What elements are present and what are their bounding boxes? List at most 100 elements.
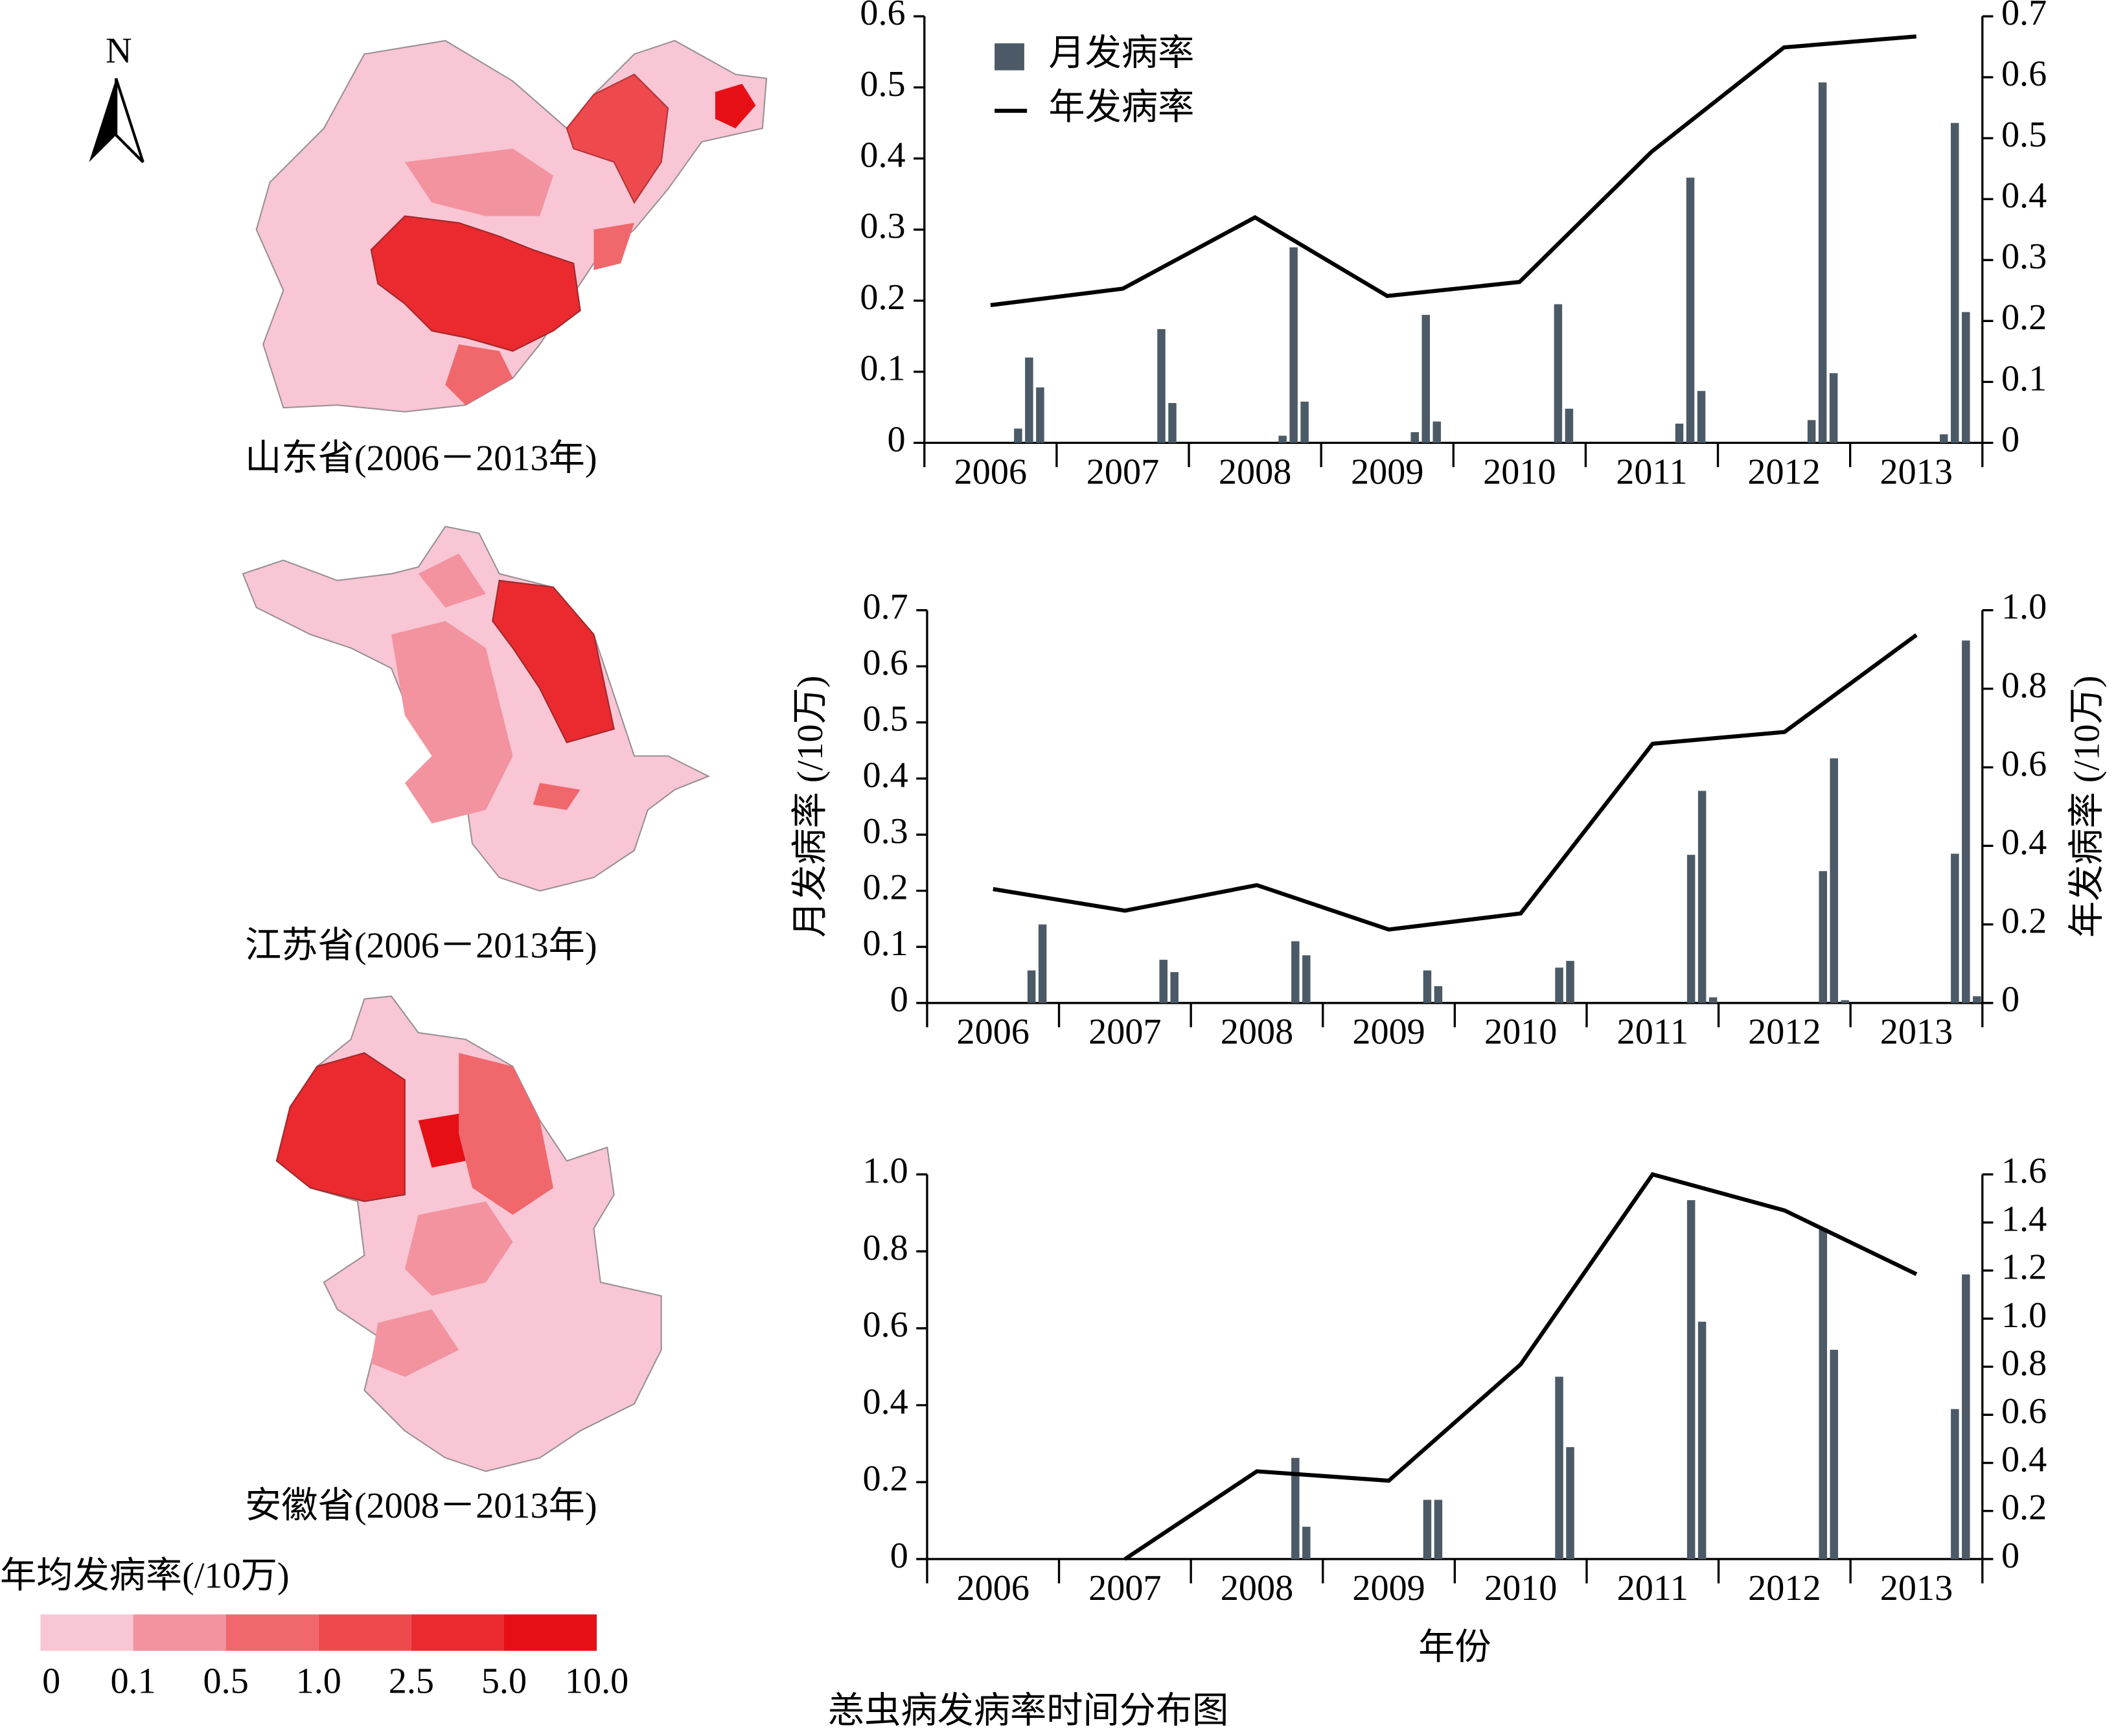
bar — [1940, 434, 1948, 443]
y2-tick-label: 0 — [2001, 980, 2019, 1020]
x-tick-label: 2008 — [1221, 1012, 1293, 1052]
x-tick-label: 2010 — [1484, 1012, 1557, 1052]
legend-break-label: 0 — [42, 1661, 60, 1702]
bar — [1819, 871, 1828, 1003]
bar — [1686, 1200, 1696, 1559]
y2-tick-label: 0.7 — [2001, 0, 2047, 33]
north-arrow — [115, 78, 144, 163]
y2-tick-label: 0.2 — [2001, 297, 2047, 338]
y2-tick-label: 0 — [2001, 1536, 2019, 1576]
bar — [1566, 1447, 1574, 1559]
bar — [1289, 247, 1298, 443]
legend-swatch — [995, 43, 1024, 71]
y2-tick-label: 1.6 — [2001, 1151, 2047, 1191]
bar — [1423, 1499, 1432, 1559]
x-tick-label: 2013 — [1880, 1568, 1953, 1608]
bar — [1962, 640, 1970, 1003]
y2-tick-label: 1.2 — [2001, 1247, 2047, 1288]
y-tick-label: 0 — [888, 419, 906, 459]
x-tick-label: 2006 — [957, 1568, 1029, 1608]
y-tick-label: 0.4 — [860, 135, 905, 175]
y-tick-label: 0.3 — [860, 206, 905, 246]
x-tick-label: 2011 — [1617, 1012, 1688, 1052]
y-tick-label: 0.1 — [860, 349, 905, 389]
x-tick-label: 2012 — [1748, 1012, 1821, 1052]
y-tick-label: 0 — [890, 980, 908, 1020]
x-tick-label: 2008 — [1219, 452, 1291, 492]
bar — [1951, 853, 1959, 1003]
bar — [1432, 421, 1442, 443]
x-tick-label: 2006 — [954, 452, 1027, 492]
y-axis-label: 月发病率 (/10万) — [790, 676, 831, 938]
y2-tick-label: 1.0 — [2001, 1295, 2047, 1336]
y2-tick-label: 0.2 — [2001, 901, 2047, 941]
map-anhui — [275, 995, 662, 1472]
y2-tick-label: 0.8 — [2001, 1343, 2047, 1383]
bar — [1434, 986, 1443, 1003]
legend-swatch — [133, 1614, 226, 1651]
y2-tick-label: 0.4 — [2001, 1439, 2047, 1479]
y-tick-label: 0 — [890, 1536, 908, 1576]
y2-tick-label: 1.0 — [2001, 587, 2047, 627]
y-tick-label: 0.5 — [860, 64, 905, 104]
legend-break-label: 0.5 — [203, 1661, 249, 1702]
y-tick-label: 0.4 — [863, 755, 908, 795]
x-tick-label: 2007 — [1087, 452, 1159, 492]
x-tick-label: 2007 — [1088, 1568, 1161, 1608]
y-tick-label: 0.7 — [863, 587, 908, 627]
bar — [1038, 924, 1047, 1003]
map-label: 安徽省(2008－2013年) — [245, 1486, 597, 1526]
x-tick-label: 2013 — [1880, 1012, 1953, 1052]
y2-tick-label: 0.1 — [2001, 358, 2047, 399]
y-tick-label: 0.6 — [860, 0, 905, 33]
map-shandong — [255, 40, 768, 413]
bar — [1302, 1527, 1311, 1559]
y-tick-label: 0.6 — [863, 643, 908, 683]
bar — [1818, 82, 1827, 443]
bar — [1014, 428, 1022, 443]
bar — [1841, 1000, 1849, 1003]
y-tick-label: 0.5 — [863, 699, 908, 739]
y-tick-label: 0.3 — [863, 811, 908, 851]
bar — [1962, 1274, 1970, 1559]
bar — [1410, 432, 1420, 443]
bar — [1697, 791, 1707, 1003]
y2-tick-label: 0.3 — [2001, 237, 2047, 277]
legend-break-label: 2.5 — [389, 1661, 434, 1702]
y-tick-label: 0.8 — [863, 1228, 908, 1268]
x-tick-label: 2009 — [1352, 1568, 1425, 1608]
legend-swatch — [40, 1614, 133, 1651]
bar — [1168, 402, 1177, 443]
y2-tick-label: 0.8 — [2001, 665, 2047, 706]
bar — [1697, 391, 1706, 443]
y2-tick-label: 0 — [2001, 419, 2019, 459]
legend-swatch — [318, 1614, 411, 1651]
y-tick-label: 0.2 — [863, 868, 908, 908]
bar — [1686, 855, 1696, 1003]
line — [993, 633, 1918, 932]
y-tick-label: 0.6 — [863, 1305, 908, 1345]
line — [1123, 1172, 1918, 1561]
bar — [1962, 312, 1970, 443]
legend-break-label: 5.0 — [481, 1661, 527, 1702]
x-tick-label: 2010 — [1483, 452, 1556, 492]
bar — [1708, 997, 1718, 1003]
y-tick-label: 1.0 — [863, 1151, 908, 1191]
y2-tick-label: 1.4 — [2001, 1199, 2047, 1239]
north-label: N — [106, 30, 132, 71]
legend-break-label: 10.0 — [565, 1661, 628, 1702]
line — [990, 34, 1916, 307]
bar — [1423, 970, 1432, 1003]
map-legend: 0 0.1 0.5 1.0 2.5 5.0 10.0 — [40, 1614, 628, 1702]
x-tick-label: 2007 — [1088, 1012, 1161, 1052]
bar — [1566, 960, 1574, 1003]
map-jiangsu — [242, 526, 711, 892]
bar — [1675, 423, 1684, 443]
legend-swatch — [411, 1614, 504, 1651]
bar — [1819, 1228, 1828, 1559]
bar — [1830, 1350, 1838, 1559]
legend-swatch — [503, 1614, 597, 1651]
bar — [1300, 401, 1309, 443]
legend-title: 年均发病率(/10万) — [0, 1556, 290, 1596]
